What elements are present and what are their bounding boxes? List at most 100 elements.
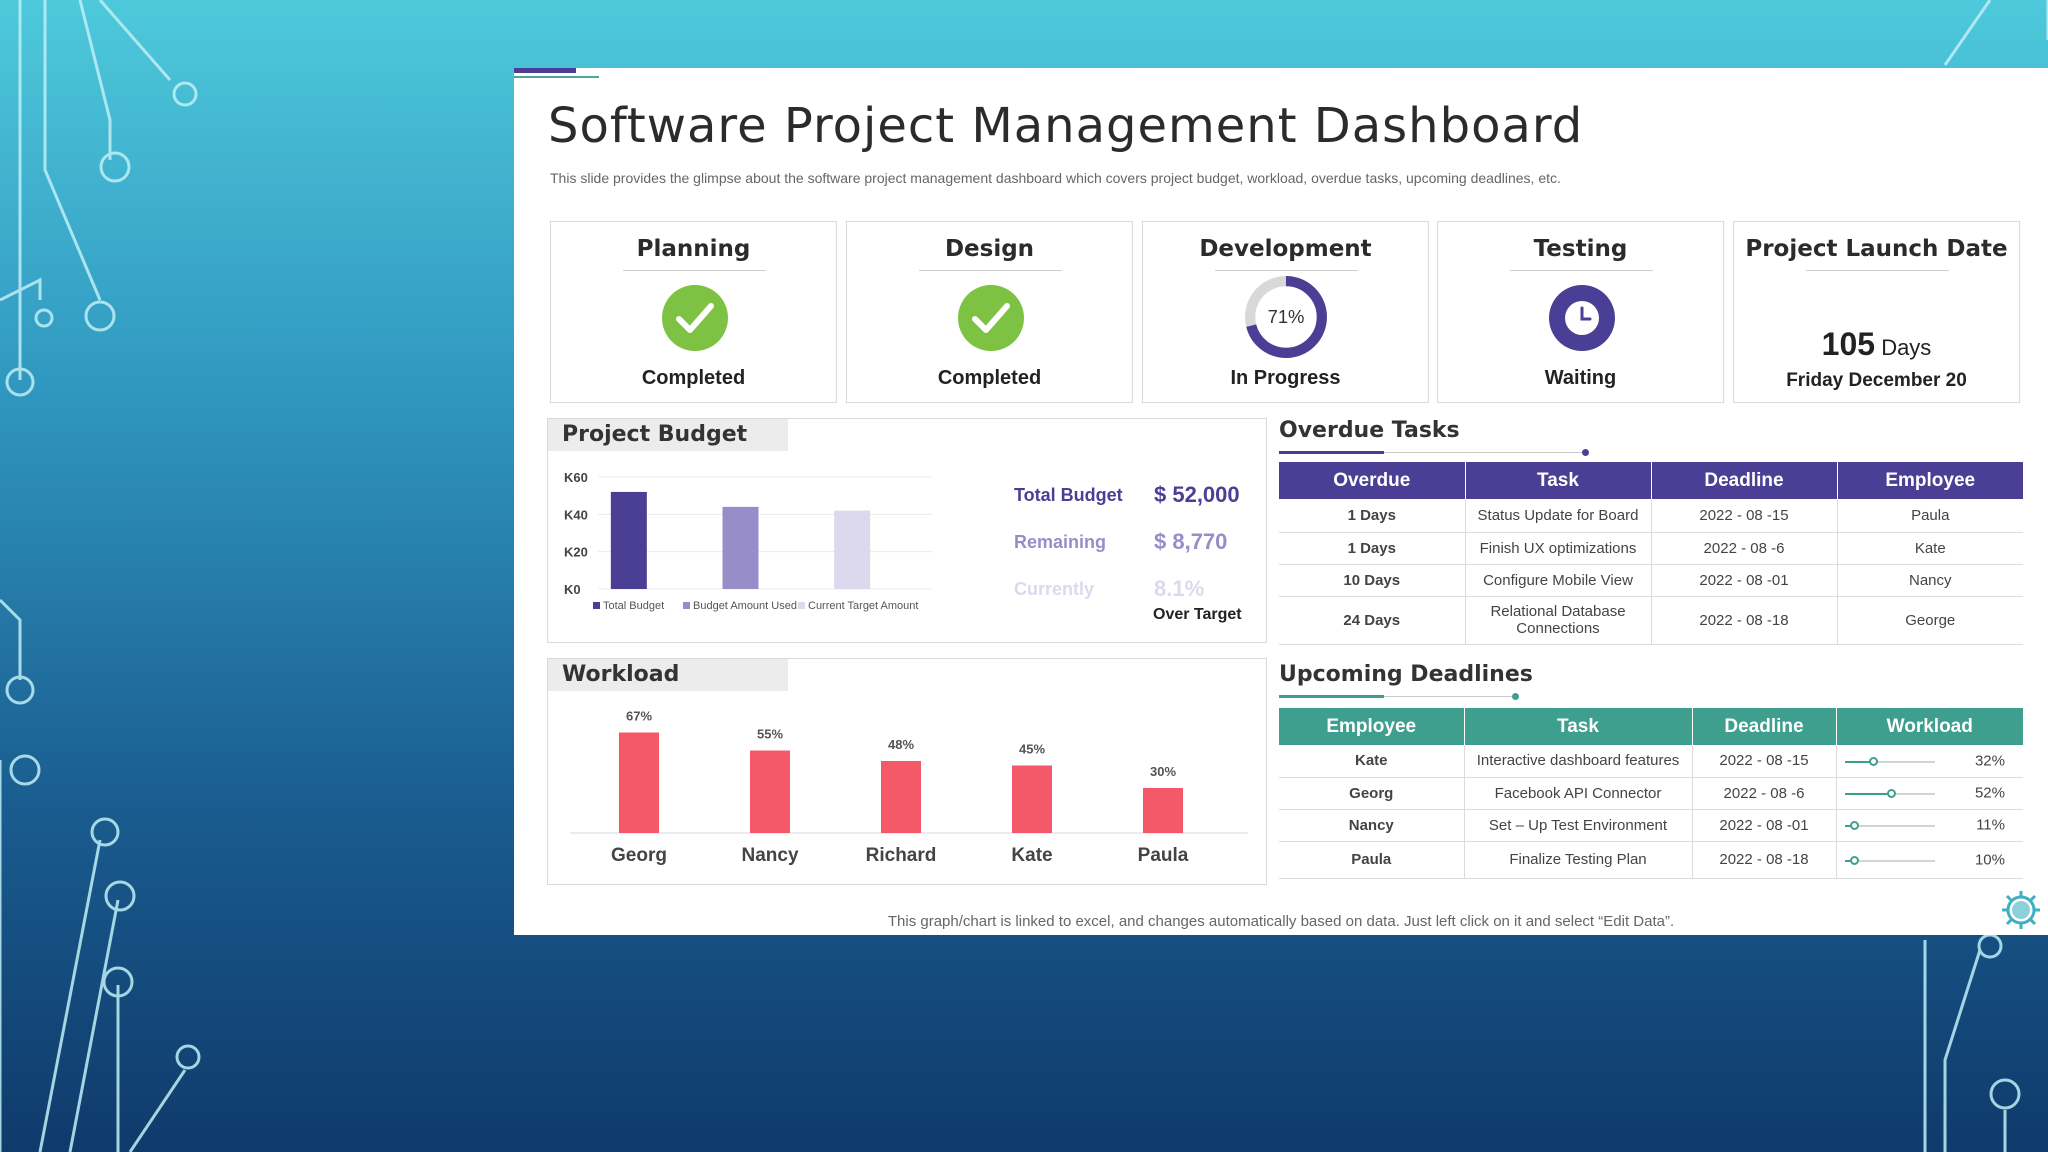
divider bbox=[623, 270, 766, 271]
legend-label: Budget Amount Used bbox=[693, 600, 797, 612]
workload-bar[interactable] bbox=[1012, 765, 1052, 834]
workload-slider bbox=[1844, 855, 1935, 865]
x-tick-label: Kate bbox=[1011, 845, 1052, 866]
stage-status: In Progress bbox=[1230, 367, 1341, 389]
clock-icon bbox=[1549, 285, 1615, 351]
workload-bar-chart[interactable]: 67% Georg 55% Nancy 48% Richard 45% Kate 30% Paul… bbox=[548, 693, 1266, 883]
deadline-cell: 2022 - 08 -18 bbox=[1692, 841, 1837, 879]
workload-percent: 10% bbox=[1974, 851, 2005, 868]
divider bbox=[919, 270, 1062, 271]
table-header-row: Overdue Task Deadline Employee bbox=[1279, 462, 2023, 499]
overdue-cell: 24 Days bbox=[1279, 596, 1466, 645]
workload-percent: 32% bbox=[1974, 752, 2005, 770]
workload-slider bbox=[1844, 821, 1935, 830]
budget-bar[interactable] bbox=[722, 506, 759, 589]
total-budget-label: Total Budget bbox=[1014, 485, 1123, 505]
workload-slider-knob bbox=[1887, 789, 1897, 798]
stage-title: Testing bbox=[1533, 236, 1628, 262]
x-tick-label: Nancy bbox=[741, 845, 798, 866]
workload-slider-fill bbox=[1844, 760, 1874, 763]
employee-cell: Paula bbox=[1279, 841, 1465, 879]
total-budget-value: $ 52,000 bbox=[1154, 482, 1240, 507]
x-tick-label: Georg bbox=[611, 845, 667, 866]
days-unit: Days bbox=[1881, 335, 1932, 360]
data-label: 45% bbox=[1019, 742, 1045, 757]
workload-slider-knob bbox=[1869, 756, 1879, 766]
employee-cell: George bbox=[1837, 596, 2023, 645]
column-header[interactable]: Employee bbox=[1279, 708, 1465, 745]
column-header[interactable]: Workload bbox=[1836, 708, 2023, 745]
task-cell: Facebook API Connector bbox=[1464, 777, 1693, 810]
stage-status: Completed bbox=[937, 367, 1042, 389]
workload-bar[interactable] bbox=[1143, 788, 1183, 833]
workload-percent: 11% bbox=[1976, 816, 2005, 834]
panel-title: Workload bbox=[548, 659, 788, 691]
table-header-row: Employee Task Deadline Workload bbox=[1279, 708, 2023, 745]
task-cell: Finish UX optimizations bbox=[1465, 532, 1652, 565]
progress-ring-fill bbox=[1245, 276, 1327, 358]
workload-percent: 52% bbox=[1974, 784, 2005, 802]
overdue-tasks-table: Overdue Task Deadline Employee 1 Days St… bbox=[1279, 462, 2023, 645]
section-rule bbox=[1384, 696, 1514, 697]
x-tick-label: Paula bbox=[1138, 845, 1189, 866]
stage-status: Waiting bbox=[1544, 367, 1617, 389]
progress-label: 71% bbox=[1268, 306, 1305, 327]
employee-cell: Paula bbox=[1837, 499, 2023, 533]
column-header[interactable]: Employee bbox=[1837, 462, 2023, 499]
gear-icon[interactable] bbox=[1999, 888, 2043, 932]
workload-bar[interactable] bbox=[619, 732, 659, 834]
budget-bar[interactable] bbox=[610, 491, 647, 589]
overdue-cell: 1 Days bbox=[1279, 532, 1466, 565]
table-row[interactable]: 24 Days Relational Database Connections … bbox=[1279, 596, 2023, 645]
divider bbox=[1215, 270, 1358, 271]
column-header[interactable]: Deadline bbox=[1692, 708, 1837, 745]
workload-slider-knob bbox=[1849, 855, 1859, 865]
workload-bar[interactable] bbox=[881, 761, 921, 833]
legend-label: Current Target Amount bbox=[808, 600, 918, 612]
column-header[interactable]: Task bbox=[1464, 708, 1693, 745]
table-row[interactable]: Georg Facebook API Connector 2022 - 08 -6 5… bbox=[1279, 777, 2023, 810]
page-title: Software Project Management Dashboard bbox=[548, 98, 1584, 154]
legend-label: Total Budget bbox=[603, 600, 664, 612]
workload-bar[interactable] bbox=[750, 750, 790, 834]
stage-card-testing: Testing Waiting bbox=[1437, 221, 1724, 403]
deadline-cell: 2022 - 08 -01 bbox=[1651, 564, 1838, 597]
column-header[interactable]: Deadline bbox=[1651, 462, 1838, 499]
table-row[interactable]: Paula Finalize Testing Plan 2022 - 08 -18 1… bbox=[1279, 841, 2023, 879]
y-tick-label: K40 bbox=[564, 507, 588, 522]
workload-panel[interactable]: Workload 67% Georg 55% Nancy 48% Richard 45% Ka… bbox=[547, 658, 1267, 885]
table-row[interactable]: Nancy Set – Up Test Environment 2022 - 08 … bbox=[1279, 809, 2023, 842]
workload-slider bbox=[1844, 789, 1935, 798]
check-icon bbox=[958, 285, 1024, 351]
stage-status: Completed bbox=[641, 367, 746, 389]
overdue-cell: 10 Days bbox=[1279, 564, 1466, 597]
data-label: 55% bbox=[757, 727, 783, 742]
y-tick-label: K0 bbox=[564, 582, 581, 597]
budget-bar-chart[interactable]: K0 K20 K40 K60 Total Budget Budget Amount Use… bbox=[548, 459, 948, 639]
workload-cell: 10% bbox=[1836, 841, 2023, 879]
table-row[interactable]: Kate Interactive dashboard features 2022 -… bbox=[1279, 745, 2023, 778]
stage-title: Planning bbox=[636, 236, 751, 262]
task-cell: Set – Up Test Environment bbox=[1464, 809, 1693, 842]
column-header[interactable]: Overdue bbox=[1279, 462, 1466, 499]
section-rule bbox=[1279, 451, 1384, 454]
column-header[interactable]: Task bbox=[1465, 462, 1652, 499]
project-budget-panel[interactable]: Project Budget K0 K20 K40 K60 Total Budget Bu… bbox=[547, 418, 1267, 643]
legend-swatch bbox=[798, 602, 805, 609]
accent-bar bbox=[514, 68, 576, 73]
launch-date-card: Project Launch Date 105 Days Friday Dece… bbox=[1733, 221, 2020, 403]
employee-cell: Georg bbox=[1279, 777, 1465, 810]
table-row[interactable]: 1 Days Status Update for Board 2022 - 08… bbox=[1279, 499, 2023, 533]
legend-swatch bbox=[683, 602, 690, 609]
table-row[interactable]: 10 Days Configure Mobile View 2022 - 08 … bbox=[1279, 564, 2023, 597]
budget-bar[interactable] bbox=[834, 510, 871, 589]
launch-date: Friday December 20 bbox=[1786, 370, 1967, 391]
task-cell: Relational Database Connections bbox=[1465, 596, 1652, 645]
table-row[interactable]: 1 Days Finish UX optimizations 2022 - 08… bbox=[1279, 532, 2023, 565]
stage-title: Design bbox=[944, 236, 1035, 262]
accent-line bbox=[514, 76, 599, 78]
employee-cell: Nancy bbox=[1279, 809, 1465, 842]
overdue-cell: 1 Days bbox=[1279, 499, 1466, 533]
employee-cell: Kate bbox=[1279, 745, 1465, 778]
